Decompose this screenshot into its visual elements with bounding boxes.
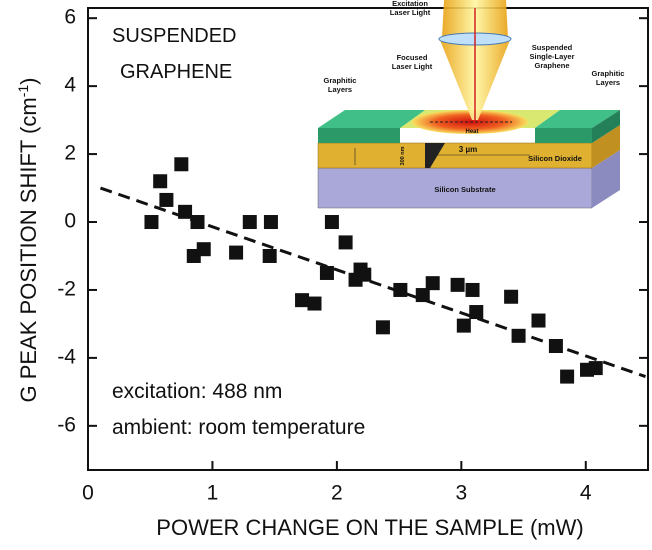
x-tick-label: 4 — [580, 482, 592, 505]
inset-label: Laser Light — [390, 8, 431, 17]
x-tick-label: 1 — [207, 482, 219, 505]
inset-label: Silicon Substrate — [434, 185, 495, 194]
point — [319, 265, 334, 280]
inset-label: Focused — [397, 53, 428, 62]
point — [548, 339, 563, 354]
y-axis-label-sup: -1 — [15, 85, 31, 98]
y-tick-label: -4 — [57, 345, 76, 368]
inset-label: Graphitic — [592, 69, 625, 78]
y-tick-label: -6 — [57, 413, 76, 436]
point — [144, 215, 159, 230]
point — [588, 361, 603, 376]
point — [196, 242, 211, 257]
y-tick-label: -2 — [57, 278, 76, 301]
point — [307, 296, 322, 311]
y-tick-label: 6 — [64, 6, 76, 29]
y-tick-label: 4 — [64, 74, 76, 97]
point — [190, 215, 205, 230]
x-tick-label: 0 — [82, 482, 94, 505]
inset-label: Single-Layer — [529, 52, 574, 61]
point — [178, 204, 193, 219]
inset-label: Graphene — [534, 61, 569, 70]
point — [295, 293, 310, 308]
inset-label: Suspended — [532, 43, 573, 52]
inset-diagram: Excitation Laser Light Focused Laser Lig… — [317, 0, 625, 209]
point — [415, 288, 430, 303]
point — [511, 328, 526, 343]
point — [153, 174, 168, 189]
point — [159, 192, 174, 207]
point — [174, 157, 189, 172]
point — [504, 289, 519, 304]
point — [375, 320, 390, 335]
point — [425, 276, 440, 291]
point — [229, 245, 244, 260]
y-axis-label-end: ) — [16, 78, 41, 85]
inset-label: Graphitic — [324, 76, 357, 85]
inset-label: 300 nm — [400, 146, 406, 165]
y-axis-label: G PEAK POSITION SHIFT (cm-1) — [15, 78, 41, 403]
x-tick-label: 2 — [331, 482, 343, 505]
y-tick-label: 0 — [64, 210, 76, 233]
point — [393, 282, 408, 297]
annotation: ambient: room temperature — [112, 416, 365, 439]
annotation: GRAPHENE — [120, 61, 232, 83]
x-tick-label: 3 — [455, 482, 467, 505]
point — [262, 248, 277, 263]
point — [338, 235, 353, 250]
inset-label: Heat — [465, 129, 478, 135]
annotation: SUSPENDED — [112, 25, 236, 47]
point — [263, 215, 278, 230]
x-axis-label: POWER CHANGE ON THE SAMPLE (mW) — [156, 515, 583, 540]
point — [242, 215, 257, 230]
inset-label: Excitation — [392, 0, 428, 8]
inset-label: Layers — [596, 78, 620, 87]
inset-label: Layers — [328, 85, 352, 94]
inset-label: Silicon Dioxide — [528, 154, 582, 163]
point — [357, 267, 372, 282]
point — [560, 369, 575, 384]
plot-frame — [87, 7, 649, 471]
point — [469, 305, 484, 320]
point — [456, 318, 471, 333]
point — [465, 282, 480, 297]
point — [531, 313, 546, 328]
inset-label: Laser Light — [392, 62, 433, 71]
point — [450, 277, 465, 292]
annotation: excitation: 488 nm — [112, 380, 282, 403]
y-axis-label-text: G PEAK POSITION SHIFT (cm — [16, 97, 41, 402]
inset-label: 3 µm — [459, 145, 477, 154]
point — [324, 215, 339, 230]
y-tick-label: 2 — [64, 142, 76, 165]
